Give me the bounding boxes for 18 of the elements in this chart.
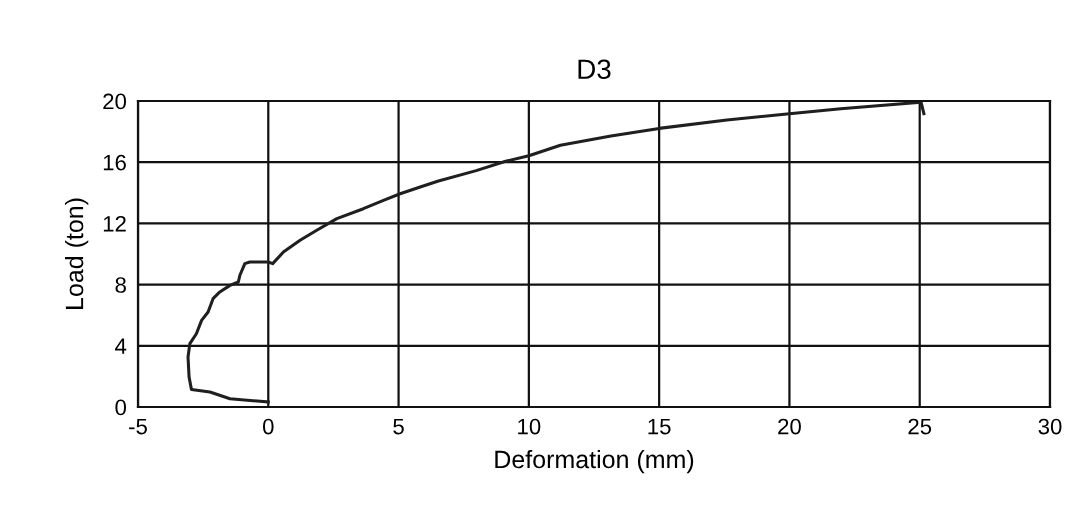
x-tick-label: -5: [129, 418, 147, 435]
y-tick-label: 16: [103, 154, 126, 171]
x-tick-label: 20: [778, 418, 801, 435]
line-series: [186, 101, 926, 404]
x-tick-label: 25: [908, 418, 932, 435]
x-tick-label: 10: [518, 418, 541, 435]
y-tick-label: 12: [103, 215, 126, 232]
y-tick-label: 0: [115, 399, 127, 416]
y-axis-title: Load (ton): [64, 198, 89, 309]
chart-title: D3: [578, 59, 611, 80]
y-tick-label: 20: [103, 93, 127, 110]
x-axis-title: Deformation (mm): [495, 449, 694, 474]
y-tick-label: 4: [115, 338, 127, 354]
x-tick-label: 0: [262, 418, 274, 435]
x-tick-label: 15: [648, 418, 671, 435]
y-tick-label: 8: [115, 277, 126, 293]
x-tick-label: 5: [393, 418, 404, 435]
x-tick-label: 30: [1038, 418, 1062, 435]
